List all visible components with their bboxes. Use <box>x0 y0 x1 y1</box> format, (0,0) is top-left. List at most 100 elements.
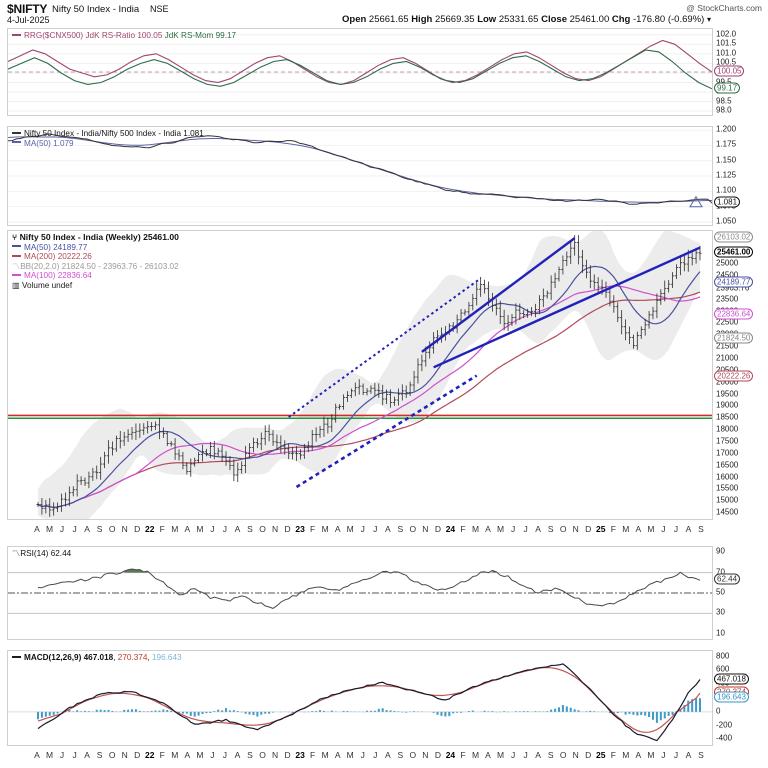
x-axis-tick-label: M <box>647 524 655 534</box>
axis-tick-label: 14500 <box>716 507 739 517</box>
axis-tick-label: 1.175 <box>716 139 737 149</box>
axis-tick-label: 100.5 <box>716 57 737 67</box>
x-axis-tick-label: S <box>247 524 253 534</box>
x-axis-tick-label: A <box>685 750 692 760</box>
x-axis-tick-label: D <box>434 750 441 760</box>
x-axis-tick-label: J <box>661 524 666 534</box>
x-axis-tick-label: M <box>622 524 630 534</box>
axis-tick-label: 600 <box>716 664 730 674</box>
x-axis-tick-label: D <box>434 524 441 534</box>
axis-tick-label: 20500 <box>716 365 739 375</box>
x-axis-tick-label: N <box>422 524 429 534</box>
macd-panel[interactable]: MACD(12,26,9) 467.018, 270.374, 196.643 <box>7 650 713 746</box>
axis-tick-label: 23500 <box>716 294 739 304</box>
x-axis-tick-label: J <box>59 524 65 534</box>
x-axis-tick-label: J <box>373 524 378 534</box>
x-axis-tick-label: F <box>159 524 165 534</box>
high-value: 25669.35 <box>434 14 475 25</box>
x-axis-tick-label: D <box>585 750 592 760</box>
chart-date: 4-Jul-2025 <box>7 15 50 25</box>
x-axis-tick-label: D <box>134 524 141 534</box>
x-axis-tick-label: J <box>523 750 528 760</box>
x-axis-tick-label: S <box>547 524 554 534</box>
x-axis-tick-label: O <box>108 750 116 760</box>
x-axis-tick-label: S <box>96 750 103 760</box>
x-axis-tick-label: A <box>485 524 491 534</box>
x-axis-tick-label: A <box>334 750 341 760</box>
x-axis-tick-label: 23 <box>295 750 305 760</box>
rrg-y-axis: 102.0101.5101.0100.5100.099.599.098.598.… <box>714 28 768 116</box>
x-axis-tick-label: F <box>460 524 466 534</box>
x-axis-tick-label: S <box>96 524 103 534</box>
close-value: 25461.00 <box>569 14 610 25</box>
x-axis-tick-label: D <box>284 524 291 534</box>
ratio-plot[interactable] <box>8 127 712 225</box>
x-axis-tick-label: J <box>72 750 77 760</box>
axis-value-pill: 20222.26 <box>714 370 754 382</box>
change-value: -176.80 (-0.69%) <box>633 14 705 25</box>
macd-plot[interactable] <box>8 651 712 745</box>
axis-tick-label: 21500 <box>716 341 739 351</box>
axis-value-pill: 22836.64 <box>714 308 754 320</box>
x-axis-tick-label: 25 <box>596 524 606 534</box>
x-axis-tick-label: O <box>409 524 417 534</box>
chart-header: $NIFTY Nifty 50 Index - India NSE 4-Jul-… <box>0 0 768 26</box>
axis-tick-label: 19000 <box>716 400 739 410</box>
x-axis-tick-label: A <box>34 750 40 760</box>
x-axis-tick-label: J <box>510 524 516 534</box>
rrg-panel[interactable]: RRG($CNX500) JdK RS-Ratio 100.05 JdK RS-… <box>7 28 713 116</box>
axis-tick-label: 30 <box>716 607 725 617</box>
axis-value-pill: 100.05 <box>714 65 745 77</box>
rrg-plot[interactable] <box>8 29 712 115</box>
x-axis-tick-label: F <box>159 750 165 760</box>
low-value: 25331.65 <box>498 14 539 25</box>
axis-tick-label: 50 <box>716 587 725 597</box>
axis-tick-label: 70 <box>716 567 725 577</box>
axis-tick-label: 101.5 <box>716 38 737 48</box>
rsi-y-axis: 90 70 50 30 10 62.44 <box>714 546 768 640</box>
x-axis-tick-label: D <box>585 524 592 534</box>
x-axis-tick-label: F <box>310 750 316 760</box>
axis-value-pill: 21824.50 <box>714 332 754 344</box>
x-axis-tick-label: 25 <box>596 750 606 760</box>
x-axis-tick-label: 23 <box>295 524 305 534</box>
axis-value-pill: 99.17 <box>714 82 741 94</box>
x-axis-tick-label: A <box>234 750 241 760</box>
open-label: Open <box>342 14 367 25</box>
x-axis-tick-label: M <box>171 524 179 534</box>
x-axis-tick-label: J <box>510 750 516 760</box>
x-axis-tick-label: A <box>384 750 391 760</box>
x-axis-tick-label: S <box>247 750 253 760</box>
low-label: Low <box>477 14 497 25</box>
axis-tick-label: 17000 <box>716 448 739 458</box>
price-panel[interactable]: ⑂ Nifty 50 Index - India (Weekly) 25461.… <box>7 230 713 520</box>
x-axis-tick-label: A <box>635 750 642 760</box>
x-axis-tick-label: A <box>535 524 541 534</box>
x-axis-tick-label: O <box>559 524 567 534</box>
rsi-panel[interactable]: 〽RSI(14) 62.44 <box>7 546 713 640</box>
ratio-panel[interactable]: Nifty 50 Index - India/Nifty 500 Index -… <box>7 126 713 226</box>
axis-tick-label: 18000 <box>716 424 739 434</box>
x-axis-tick-label: S <box>397 750 404 760</box>
symbol-name: Nifty 50 Index - India <box>52 4 140 15</box>
x-axis-tick-label: M <box>471 750 480 760</box>
x-axis-tick-label: M <box>622 750 630 760</box>
x-axis-tick-label: F <box>610 750 616 760</box>
rsi-plot[interactable] <box>8 547 712 639</box>
axis-tick-label: 102.0 <box>716 29 737 39</box>
x-axis-tick-label: O <box>259 524 266 534</box>
x-axis-tick-label: N <box>121 524 128 534</box>
x-axis-tick-label: A <box>84 524 90 534</box>
x-axis-tick-label: 22 <box>145 524 155 534</box>
axis-tick-label: 1.150 <box>716 155 737 165</box>
x-axis-tick-label: A <box>334 524 341 534</box>
x-axis-tick-label: A <box>485 750 491 760</box>
axis-value-pill: 1.081 <box>714 196 741 208</box>
axis-value-pill: 196.643 <box>714 691 749 703</box>
x-axis-tick-label: A <box>234 524 241 534</box>
price-plot[interactable] <box>8 231 712 519</box>
axis-tick-label: 10 <box>716 628 725 638</box>
price-y-axis: 26103.0225461.00250002450024189.7723963.… <box>714 230 768 520</box>
chevron-down-icon[interactable]: ▾ <box>706 15 711 24</box>
axis-value-pill: 25461.00 <box>714 246 754 258</box>
